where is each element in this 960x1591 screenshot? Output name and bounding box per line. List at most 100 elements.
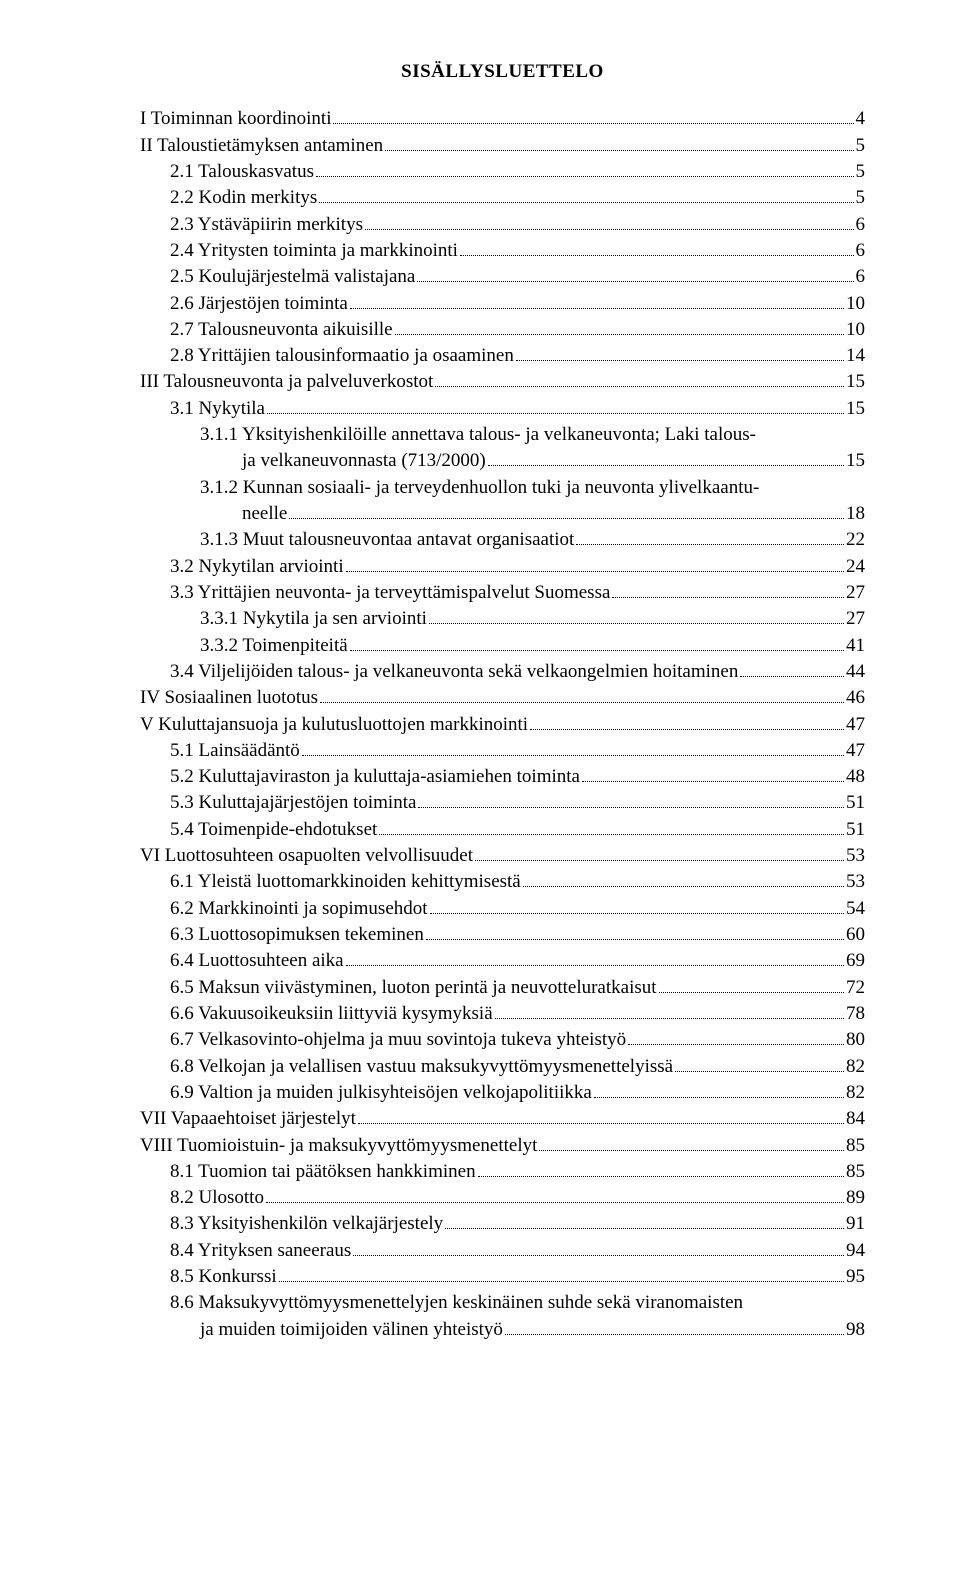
toc-entry-page: 78 xyxy=(846,1002,865,1026)
table-of-contents: I Toiminnan koordinointi 4II Taloustietäm… xyxy=(140,106,865,1343)
toc-entry: 3.1.3 Muut talousneuvontaa antavat organ… xyxy=(140,527,865,553)
toc-entry-label: 3.1.1 Yksityishenkilöille annettava talo… xyxy=(140,423,756,447)
toc-entry-label: I Toiminnan koordinointi xyxy=(140,107,331,131)
toc-entry: III Talousneuvonta ja palveluverkostot15 xyxy=(140,369,865,395)
toc-entry: 6.4 Luottosuhteen aika69 xyxy=(140,948,865,974)
toc-entry-label: 8.1 Tuomion tai päätöksen hankkiminen xyxy=(140,1160,476,1184)
toc-entry: 3.1.1 Yksityishenkilöille annettava talo… xyxy=(140,422,865,448)
toc-entry-label: 2.5 Koulujärjestelmä valistajana xyxy=(140,265,415,289)
toc-entry: II Taloustietämyksen antaminen5 xyxy=(140,133,865,159)
toc-leader-dots xyxy=(266,1202,844,1203)
toc-entry: 2.3 Ystäväpiirin merkitys6 xyxy=(140,212,865,238)
toc-entry-page: 69 xyxy=(846,949,865,973)
toc-entry-label: 5.1 Lainsäädäntö xyxy=(140,739,300,763)
toc-leader-dots xyxy=(445,1228,844,1229)
toc-entry-label: 8.3 Yksityishenkilön velkajärjestely xyxy=(140,1212,443,1236)
toc-leader-dots xyxy=(418,807,844,808)
toc-entry: 6.8 Velkojan ja velallisen vastuu maksuk… xyxy=(140,1054,865,1080)
toc-entry: 5.2 Kuluttajaviraston ja kuluttaja-asiam… xyxy=(140,764,865,790)
toc-entry-page: 41 xyxy=(846,634,865,658)
toc-entry-label: VII Vapaaehtoiset järjestelyt xyxy=(140,1107,356,1131)
toc-entry-page: 60 xyxy=(846,923,865,947)
toc-entry: 5.1 Lainsäädäntö47 xyxy=(140,738,865,764)
toc-entry: 8.5 Konkurssi95 xyxy=(140,1264,865,1290)
toc-entry-label: 2.6 Järjestöjen toiminta xyxy=(140,292,348,316)
toc-leader-dots xyxy=(495,1018,844,1019)
toc-leader-dots xyxy=(530,729,844,730)
toc-entry-page: 98 xyxy=(846,1318,865,1342)
toc-entry-label: 5.3 Kuluttajajärjestöjen toiminta xyxy=(140,791,416,815)
toc-entry-label: VI Luottosuhteen osapuolten velvollisuud… xyxy=(140,844,473,868)
toc-entry-page: 4 xyxy=(856,107,866,131)
toc-entry: IV Sosiaalinen luototus 46 xyxy=(140,685,865,711)
toc-entry-page: 53 xyxy=(846,870,865,894)
toc-entry-page: 95 xyxy=(846,1265,865,1289)
toc-entry: 3.3.1 Nykytila ja sen arviointi27 xyxy=(140,606,865,632)
toc-entry-page: 91 xyxy=(846,1212,865,1236)
toc-entry-label: ja muiden toimijoiden välinen yhteistyö xyxy=(140,1318,503,1342)
toc-entry: 8.6 Maksukyvyttömyysmenettelyjen keskinä… xyxy=(140,1290,865,1316)
toc-leader-dots xyxy=(478,1176,844,1177)
toc-entry-page: 6 xyxy=(856,213,866,237)
toc-leader-dots xyxy=(435,386,844,387)
toc-entry: 2.8 Yrittäjien talousinformaatio ja osaa… xyxy=(140,343,865,369)
toc-entry-page: 85 xyxy=(846,1160,865,1184)
toc-entry-page: 72 xyxy=(846,976,865,1000)
toc-leader-dots xyxy=(675,1071,844,1072)
toc-entry-label: neelle xyxy=(140,502,287,526)
toc-entry: 2.4 Yritysten toiminta ja markkinointi6 xyxy=(140,238,865,264)
toc-leader-dots xyxy=(353,1255,844,1256)
toc-entry-page: 27 xyxy=(846,581,865,605)
toc-entry: neelle18 xyxy=(140,501,865,527)
toc-entry-label: VIII Tuomioistuin- ja maksukyvyttömyysme… xyxy=(140,1134,537,1158)
toc-entry: 6.7 Velkasovinto-ohjelma ja muu sovintoj… xyxy=(140,1027,865,1053)
toc-entry-page: 5 xyxy=(856,134,866,158)
toc-entry-label: 6.7 Velkasovinto-ohjelma ja muu sovintoj… xyxy=(140,1028,626,1052)
toc-leader-dots xyxy=(279,1281,844,1282)
toc-entry: 6.2 Markkinointi ja sopimusehdot 54 xyxy=(140,896,865,922)
toc-entry-page: 85 xyxy=(846,1134,865,1158)
toc-entry-label: 2.2 Kodin merkitys xyxy=(140,186,317,210)
toc-entry-page: 89 xyxy=(846,1186,865,1210)
toc-entry-page: 22 xyxy=(846,528,865,552)
toc-entry: 3.1 Nykytila15 xyxy=(140,396,865,422)
toc-entry: 6.5 Maksun viivästyminen, luoton perintä… xyxy=(140,975,865,1001)
toc-entry-label: 6.1 Yleistä luottomarkkinoiden kehittymi… xyxy=(140,870,521,894)
toc-entry: 2.7 Talousneuvonta aikuisille 10 xyxy=(140,317,865,343)
toc-entry: ja muiden toimijoiden välinen yhteistyö 9… xyxy=(140,1317,865,1343)
toc-entry-page: 10 xyxy=(846,318,865,342)
toc-entry-label: 2.1 Talouskasvatus xyxy=(140,160,314,184)
toc-entry-label: 2.8 Yrittäjien talousinformaatio ja osaa… xyxy=(140,344,514,368)
toc-leader-dots xyxy=(594,1097,844,1098)
toc-entry: 2.1 Talouskasvatus5 xyxy=(140,159,865,185)
toc-leader-dots xyxy=(426,939,844,940)
toc-entry: VII Vapaaehtoiset järjestelyt 84 xyxy=(140,1106,865,1132)
toc-leader-dots xyxy=(302,755,844,756)
toc-entry: 6.3 Luottosopimuksen tekeminen 60 xyxy=(140,922,865,948)
toc-leader-dots xyxy=(395,334,844,335)
toc-entry: V Kuluttajansuoja ja kulutusluottojen ma… xyxy=(140,712,865,738)
toc-entry-label: 3.1 Nykytila xyxy=(140,397,265,421)
toc-entry-page: 84 xyxy=(846,1107,865,1131)
toc-entry-label: 2.7 Talousneuvonta aikuisille xyxy=(140,318,393,342)
toc-entry-label: IV Sosiaalinen luototus xyxy=(140,686,318,710)
toc-entry: 3.2 Nykytilan arviointi24 xyxy=(140,554,865,580)
toc-entry-label: 6.3 Luottosopimuksen tekeminen xyxy=(140,923,424,947)
toc-entry: 8.2 Ulosotto89 xyxy=(140,1185,865,1211)
toc-entry-label: 8.6 Maksukyvyttömyysmenettelyjen keskinä… xyxy=(140,1291,743,1315)
toc-entry-label: 3.3.2 Toimenpiteitä xyxy=(140,634,348,658)
toc-entry-label: 6.2 Markkinointi ja sopimusehdot xyxy=(140,897,428,921)
toc-entry-page: 54 xyxy=(846,897,865,921)
toc-entry: 2.2 Kodin merkitys5 xyxy=(140,185,865,211)
toc-entry: 3.4 Viljelijöiden talous- ja velkaneuvon… xyxy=(140,659,865,685)
toc-entry-page: 46 xyxy=(846,686,865,710)
toc-entry-label: 6.5 Maksun viivästyminen, luoton perintä… xyxy=(140,976,657,1000)
toc-leader-dots xyxy=(582,781,844,782)
toc-entry: 5.3 Kuluttajajärjestöjen toiminta 51 xyxy=(140,790,865,816)
toc-entry-page: 24 xyxy=(846,555,865,579)
toc-leader-dots xyxy=(385,150,853,151)
toc-leader-dots xyxy=(319,202,853,203)
page-title: SISÄLLYSLUETTELO xyxy=(140,60,865,84)
toc-entry: 2.6 Järjestöjen toiminta10 xyxy=(140,291,865,317)
toc-entry-page: 51 xyxy=(846,791,865,815)
